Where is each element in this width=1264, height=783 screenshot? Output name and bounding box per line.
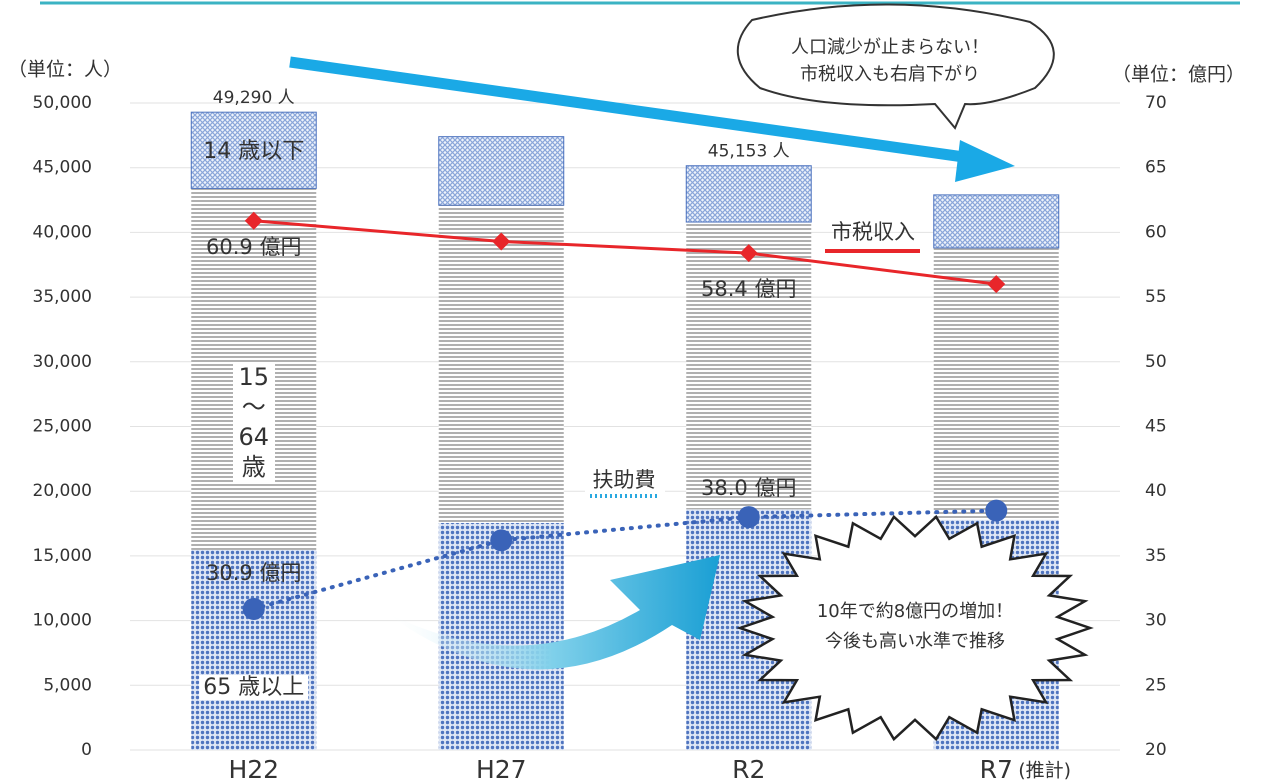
trend-arrowhead	[955, 140, 1015, 182]
line	[251, 508, 999, 611]
y2-tick-label: 25	[1145, 675, 1167, 695]
bar-segment	[933, 247, 1059, 520]
y2-tick-label: 70	[1145, 93, 1167, 113]
marker	[490, 529, 513, 552]
y-tick-label: 35,000	[33, 287, 92, 307]
series-label: 15 ～ 64 歳	[232, 362, 275, 482]
y-tick-label: 25,000	[33, 417, 92, 437]
callout-bubble	[736, 3, 1055, 130]
marker	[739, 244, 758, 263]
marker	[492, 232, 511, 251]
bar-segment	[686, 222, 812, 510]
y-tick-label: 50,000	[33, 93, 92, 113]
x-tick-label: R7	[980, 755, 1013, 783]
y-unit: （単位：人）	[8, 59, 122, 81]
y2-tick-label: 40	[1145, 481, 1167, 501]
series-label: 14 歳以下	[203, 139, 304, 164]
line	[252, 219, 998, 286]
y2-tick-label: 55	[1145, 287, 1167, 307]
y2-unit: （単位：億円）	[1112, 64, 1245, 86]
bar-segment	[438, 136, 565, 206]
marker	[244, 211, 263, 230]
line-name: 市税収入	[831, 220, 915, 244]
callout-text: 今後も高い水準で推移	[825, 631, 1005, 652]
x-tick-label: R2	[732, 755, 765, 783]
y2-tick-label: 35	[1145, 546, 1167, 566]
y-tick-label: 10,000	[33, 611, 92, 631]
y2-tick-label: 45	[1145, 417, 1167, 437]
y-tick-label: 5,000	[43, 675, 92, 695]
bar-segment	[933, 194, 1060, 249]
bar-segment	[191, 549, 317, 750]
growth-arrow	[385, 555, 720, 670]
line-name: 扶助費	[593, 468, 656, 492]
category-note: (推計)	[1018, 760, 1071, 782]
marker	[242, 597, 265, 620]
y-tick-label: 45,000	[33, 158, 92, 178]
y2-tick-label: 60	[1145, 222, 1167, 242]
bar-segment	[438, 522, 564, 750]
value-label: 38.0 億円	[701, 476, 796, 500]
series-label: 65 歳以上	[203, 675, 304, 700]
bar-segment	[190, 111, 317, 189]
x-tick-label: H27	[476, 755, 527, 783]
label-bg	[585, 468, 665, 494]
callout-text: 人口減少が止まらない！	[791, 37, 989, 58]
total-label: 45,153 人	[708, 142, 790, 162]
y-tick-label: 20,000	[33, 481, 92, 501]
bar-segment	[438, 205, 564, 523]
y2-tick-label: 30	[1145, 611, 1167, 631]
bar-segment	[685, 165, 812, 223]
callout-text: 10年で約8億円の増加！	[817, 601, 1013, 622]
y-tick-label: 30,000	[33, 352, 92, 372]
value-label: 58.4 億円	[701, 277, 796, 301]
marker	[987, 275, 1006, 294]
callout-text: 市税収入も右肩下がり	[800, 64, 980, 85]
value-label: 60.9 億円	[206, 235, 301, 259]
y2-tick-label: 50	[1145, 352, 1167, 372]
y-tick-label: 0	[81, 740, 92, 760]
marker	[737, 506, 760, 529]
value-label: 30.9 億円	[206, 561, 301, 585]
x-tick-label: H22	[228, 755, 279, 783]
y-tick-label: 15,000	[33, 546, 92, 566]
callout-burst	[736, 514, 1094, 742]
y2-tick-label: 65	[1145, 158, 1167, 178]
trend-arrow	[289, 56, 986, 166]
total-label: 49,290 人	[213, 88, 295, 108]
y2-tick-label: 20	[1145, 740, 1167, 760]
marker	[985, 499, 1008, 522]
label-bg	[199, 675, 309, 700]
y-tick-label: 40,000	[33, 222, 92, 242]
